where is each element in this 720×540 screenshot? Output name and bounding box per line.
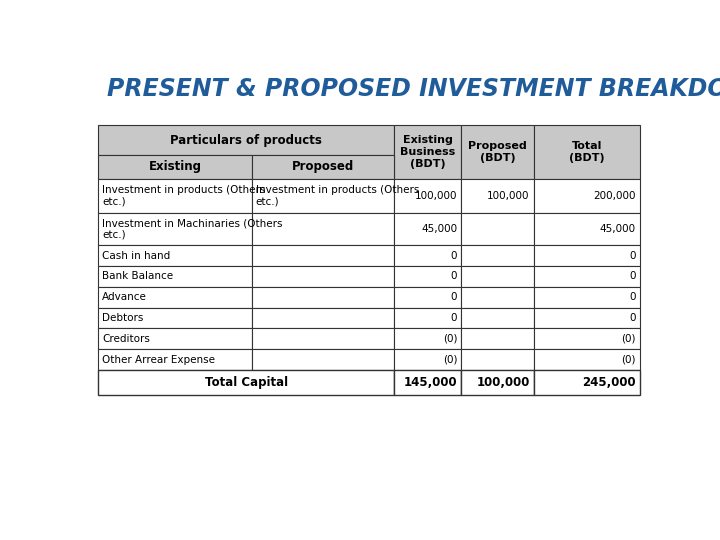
Text: 0: 0: [451, 313, 457, 323]
Bar: [99, 125, 394, 155]
Bar: [394, 179, 461, 213]
Text: Debtors: Debtors: [102, 313, 144, 323]
Text: Proposed: Proposed: [292, 160, 354, 173]
Text: 0: 0: [451, 292, 457, 302]
Bar: [99, 179, 252, 213]
Bar: [461, 349, 534, 370]
Text: 100,000: 100,000: [487, 191, 530, 201]
Text: Investment in products (Others
etc.): Investment in products (Others etc.): [102, 185, 266, 207]
Bar: [534, 245, 639, 266]
Bar: [252, 155, 394, 179]
Text: Total
(BDT): Total (BDT): [569, 141, 604, 163]
Bar: [99, 155, 252, 179]
Bar: [252, 213, 394, 245]
Text: Existing: Existing: [148, 160, 202, 173]
Text: 245,000: 245,000: [582, 376, 636, 389]
Text: 200,000: 200,000: [593, 191, 636, 201]
Bar: [252, 266, 394, 287]
Bar: [461, 245, 534, 266]
Text: (0): (0): [621, 334, 636, 344]
Bar: [394, 266, 461, 287]
Bar: [461, 328, 534, 349]
Text: Investment in Machinaries (Others
etc.): Investment in Machinaries (Others etc.): [102, 218, 283, 240]
Bar: [534, 287, 639, 308]
Bar: [99, 245, 252, 266]
Text: Investment in products (Others
etc.): Investment in products (Others etc.): [256, 185, 419, 207]
Text: Other Arrear Expense: Other Arrear Expense: [102, 355, 215, 365]
Text: 0: 0: [629, 313, 636, 323]
Text: PRESENT & PROPOSED INVESTMENT BREAKDOWN: PRESENT & PROPOSED INVESTMENT BREAKDOWN: [107, 77, 720, 102]
Bar: [394, 213, 461, 245]
Bar: [99, 287, 252, 308]
Bar: [394, 308, 461, 328]
Bar: [252, 287, 394, 308]
Bar: [394, 287, 461, 308]
Bar: [461, 370, 534, 395]
Bar: [252, 308, 394, 328]
Text: Creditors: Creditors: [102, 334, 150, 344]
Bar: [252, 349, 394, 370]
Bar: [394, 328, 461, 349]
Text: Bank Balance: Bank Balance: [102, 272, 174, 281]
Text: (0): (0): [621, 355, 636, 365]
Bar: [534, 370, 639, 395]
Bar: [252, 245, 394, 266]
Bar: [534, 125, 639, 179]
Bar: [99, 308, 252, 328]
Text: Existing
Business
(BDT): Existing Business (BDT): [400, 136, 455, 168]
Text: Proposed
(BDT): Proposed (BDT): [468, 141, 527, 163]
Text: Total Capital: Total Capital: [204, 376, 288, 389]
Bar: [394, 245, 461, 266]
Text: 0: 0: [451, 272, 457, 281]
Bar: [461, 179, 534, 213]
Text: Particulars of products: Particulars of products: [171, 133, 322, 146]
Text: 145,000: 145,000: [403, 376, 457, 389]
Bar: [252, 179, 394, 213]
Bar: [99, 213, 252, 245]
Bar: [534, 179, 639, 213]
Text: 0: 0: [629, 251, 636, 261]
Bar: [394, 370, 461, 395]
Bar: [461, 308, 534, 328]
Text: 0: 0: [629, 292, 636, 302]
Bar: [461, 266, 534, 287]
Bar: [461, 287, 534, 308]
Bar: [534, 308, 639, 328]
Bar: [99, 370, 394, 395]
Bar: [99, 266, 252, 287]
Text: 45,000: 45,000: [421, 224, 457, 234]
Bar: [534, 349, 639, 370]
Bar: [534, 266, 639, 287]
Text: 100,000: 100,000: [477, 376, 530, 389]
Text: 0: 0: [451, 251, 457, 261]
Bar: [99, 328, 252, 349]
Text: (0): (0): [443, 355, 457, 365]
Bar: [534, 213, 639, 245]
Text: (0): (0): [443, 334, 457, 344]
Bar: [99, 349, 252, 370]
Bar: [252, 328, 394, 349]
Bar: [394, 125, 461, 179]
Text: Cash in hand: Cash in hand: [102, 251, 171, 261]
Text: 0: 0: [629, 272, 636, 281]
Bar: [461, 213, 534, 245]
Bar: [394, 349, 461, 370]
Text: Advance: Advance: [102, 292, 147, 302]
Bar: [461, 125, 534, 179]
Bar: [534, 328, 639, 349]
Text: 100,000: 100,000: [415, 191, 457, 201]
Text: 45,000: 45,000: [600, 224, 636, 234]
